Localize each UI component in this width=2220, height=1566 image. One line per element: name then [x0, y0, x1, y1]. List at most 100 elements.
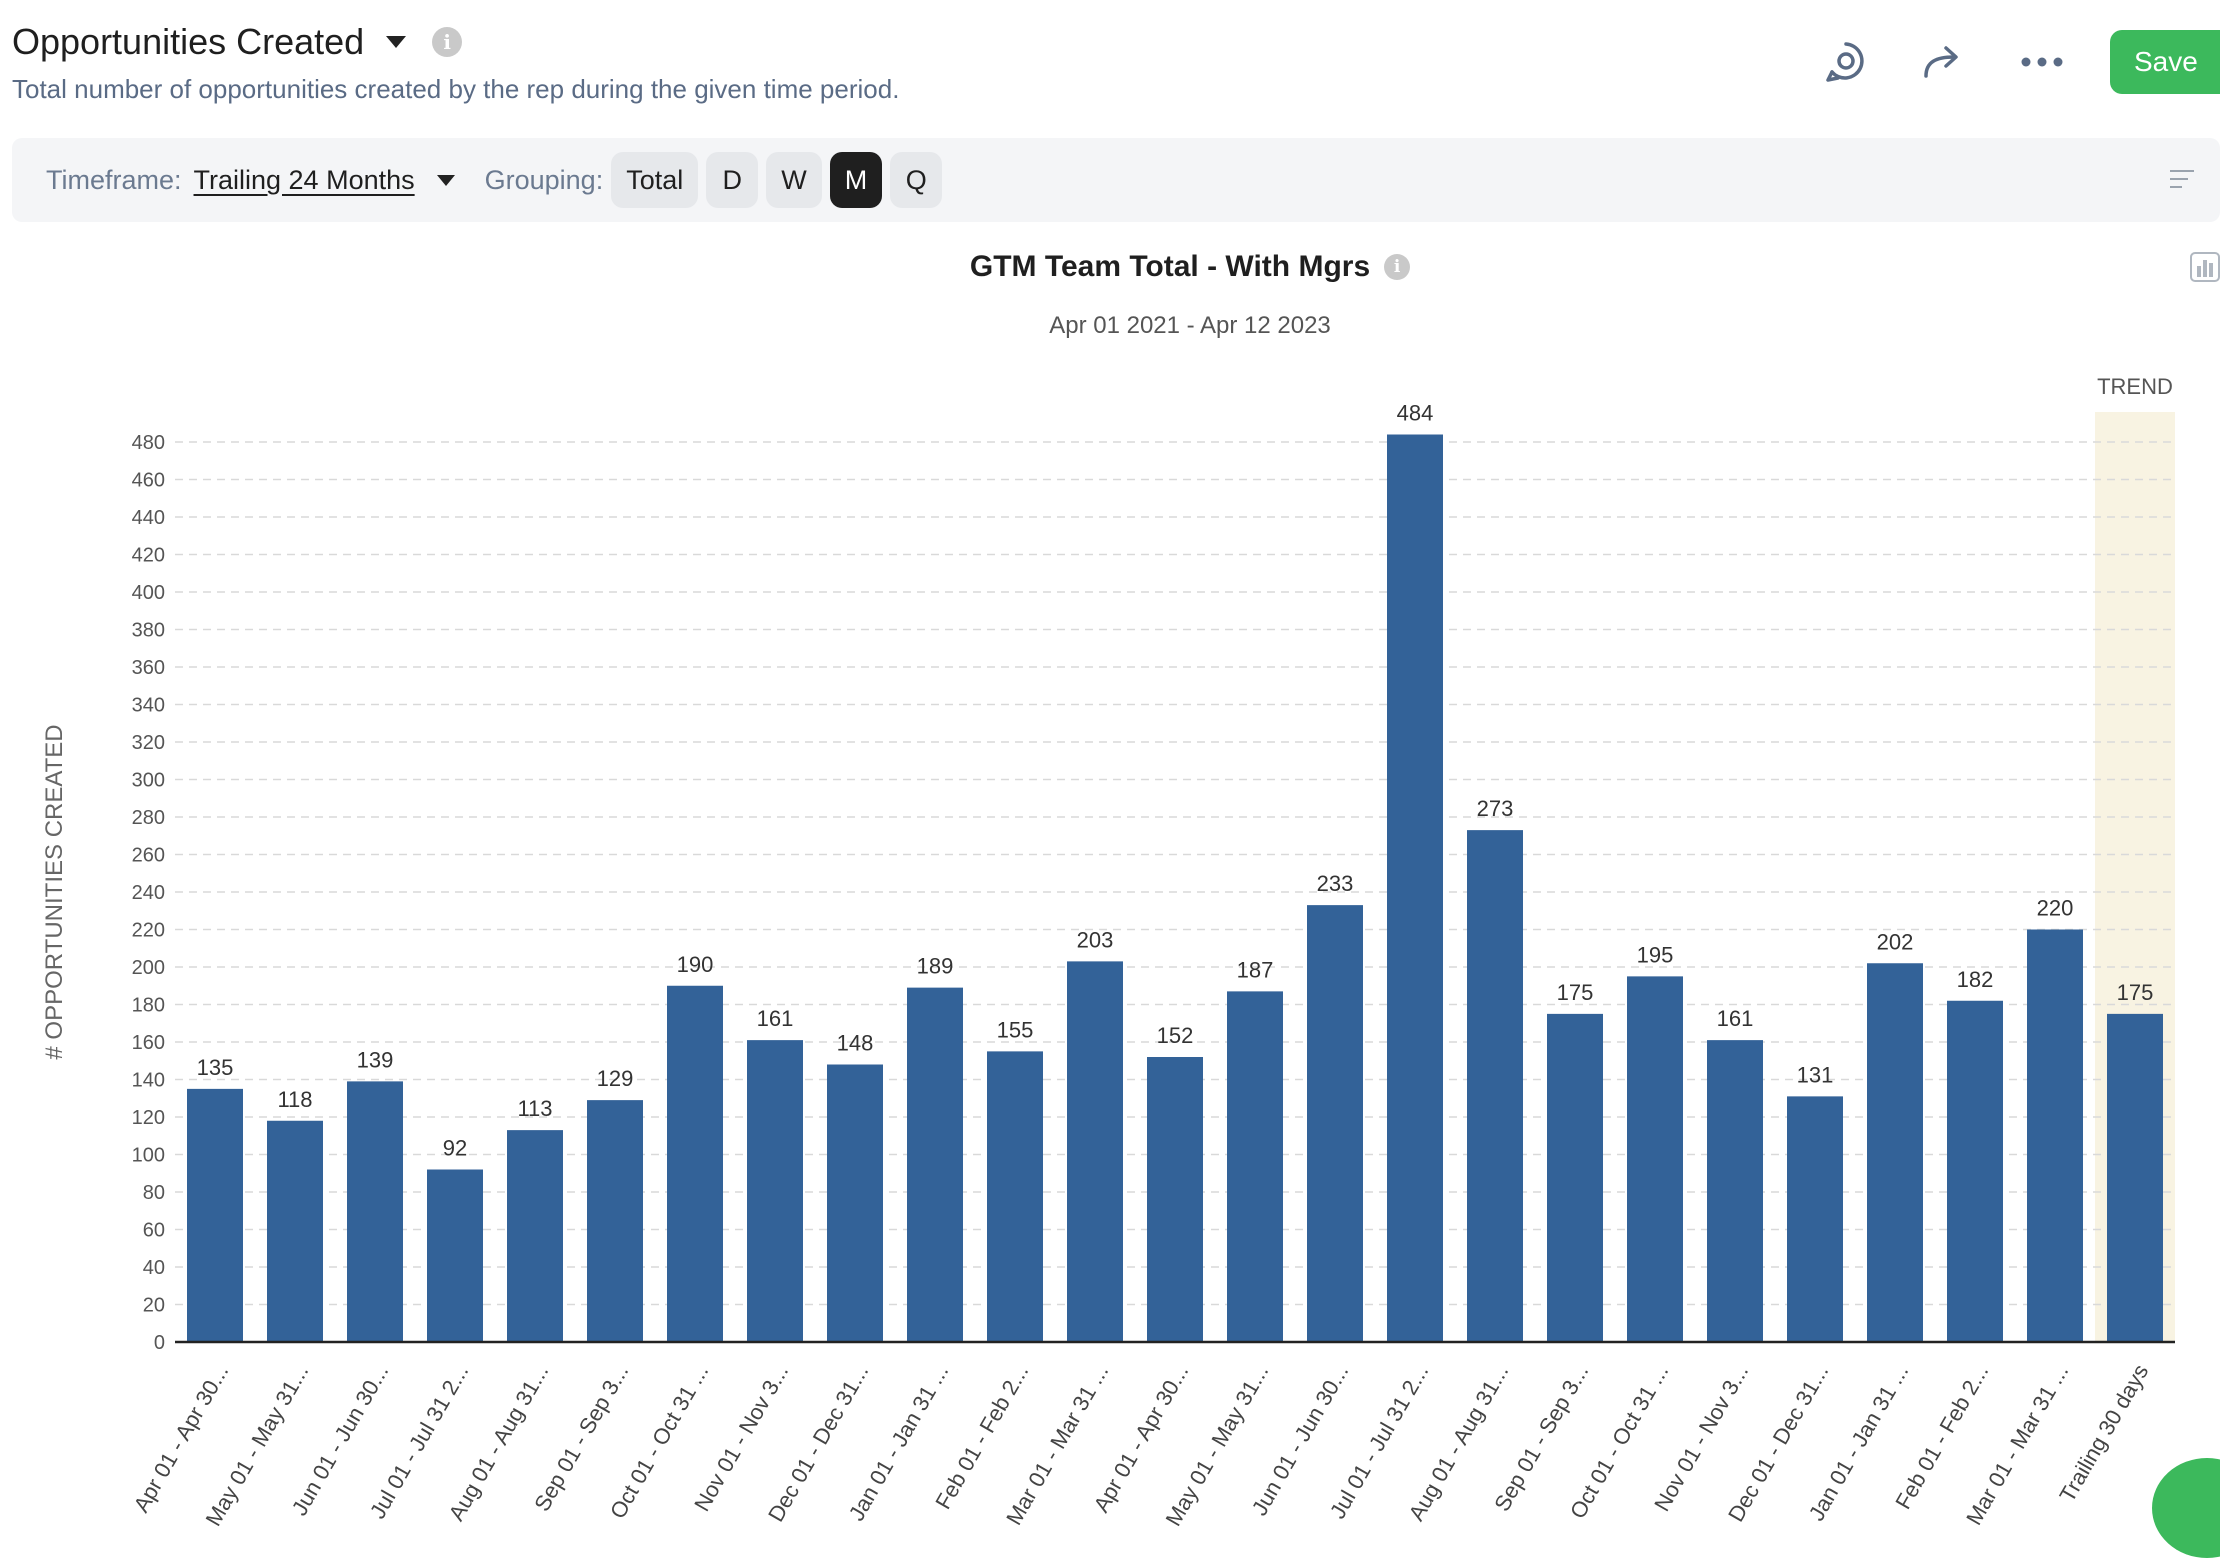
data-label: 484 — [1397, 401, 1434, 426]
y-tick-label: 280 — [132, 807, 165, 829]
y-tick-label: 360 — [132, 657, 165, 679]
page-title: Opportunities Created — [12, 21, 365, 62]
data-label: 92 — [443, 1136, 467, 1161]
grouping-day-button[interactable]: D — [706, 152, 759, 208]
data-label: 139 — [357, 1047, 394, 1072]
y-tick-label: 40 — [143, 1257, 165, 1279]
data-label: 233 — [1317, 871, 1354, 896]
bar — [587, 1100, 643, 1342]
more-dots-icon[interactable] — [2012, 32, 2072, 92]
bar — [907, 987, 963, 1342]
y-tick-label: 80 — [143, 1182, 165, 1204]
data-label: 203 — [1077, 927, 1114, 952]
y-tick-label: 140 — [132, 1070, 165, 1092]
data-label: 190 — [677, 952, 714, 977]
refresh-chat-icon[interactable] — [1816, 32, 1876, 92]
data-label: 161 — [757, 1006, 794, 1031]
bar — [347, 1081, 403, 1342]
y-tick-label: 160 — [132, 1032, 165, 1054]
bar — [187, 1088, 243, 1342]
bar-chart-icon[interactable] — [2190, 252, 2220, 282]
bar — [1227, 991, 1283, 1342]
x-tick-label: Trailing 30 days — [2054, 1360, 2153, 1506]
data-label: 148 — [837, 1031, 874, 1056]
data-label: 161 — [1717, 1006, 1754, 1031]
trend-label: TREND — [2097, 374, 2173, 399]
data-label: 118 — [277, 1087, 312, 1112]
data-label: 113 — [517, 1096, 552, 1121]
bar — [1947, 1000, 2003, 1342]
save-button-label: Save — [2134, 46, 2198, 77]
data-label: 129 — [597, 1066, 634, 1091]
share-arrow-icon[interactable] — [1914, 32, 1974, 92]
data-label: 175 — [1557, 980, 1594, 1005]
chart-info-icon[interactable]: i — [1384, 254, 1411, 280]
y-tick-label: 0 — [154, 1332, 165, 1354]
y-tick-label: 300 — [132, 770, 165, 792]
bar — [267, 1120, 323, 1342]
bar — [1307, 905, 1363, 1342]
data-label: 182 — [1957, 967, 1994, 992]
bar — [1067, 961, 1123, 1342]
title-dropdown-caret-icon[interactable] — [386, 36, 407, 48]
y-tick-label: 380 — [132, 620, 165, 642]
chart-title: GTM Team Total - With Mgrs — [969, 250, 1371, 283]
bar — [827, 1064, 883, 1342]
bar — [747, 1040, 803, 1342]
data-label: 273 — [1477, 796, 1514, 821]
bar — [1467, 830, 1523, 1342]
y-tick-label: 60 — [143, 1220, 165, 1242]
y-tick-label: 120 — [132, 1107, 165, 1129]
bar — [1787, 1096, 1843, 1342]
bar — [667, 985, 723, 1342]
grouping-label: Grouping: — [484, 164, 604, 195]
bar — [1627, 976, 1683, 1342]
y-tick-label: 180 — [132, 995, 165, 1017]
chart-date-range: Apr 01 2021 - Apr 12 2023 — [1049, 312, 1331, 339]
grouping-total-button[interactable]: Total — [611, 152, 699, 208]
bar — [1707, 1040, 1763, 1342]
data-label: 152 — [1157, 1023, 1194, 1048]
data-label: 202 — [1877, 929, 1914, 954]
info-icon[interactable]: i — [432, 27, 463, 57]
y-tick-label: 420 — [132, 545, 165, 567]
grouping-quarter-button[interactable]: Q — [890, 152, 943, 208]
y-tick-label: 260 — [132, 845, 165, 867]
y-tick-label: 200 — [132, 957, 165, 979]
y-tick-label: 480 — [132, 432, 165, 454]
bar — [2027, 929, 2083, 1342]
data-label: 175 — [2117, 980, 2154, 1005]
timeframe-caret-icon[interactable] — [436, 174, 455, 186]
data-label: 131 — [1797, 1062, 1834, 1087]
y-tick-label: 100 — [132, 1145, 165, 1167]
data-label: 135 — [197, 1055, 234, 1080]
y-tick-label: 20 — [143, 1295, 165, 1317]
data-label: 220 — [2037, 896, 2074, 921]
filter-bar: Timeframe: Trailing 24 Months Grouping: … — [12, 138, 2220, 222]
y-tick-label: 460 — [132, 470, 165, 492]
top-actions: Save — [1816, 28, 2220, 96]
data-label: 155 — [997, 1017, 1034, 1042]
bar — [507, 1130, 563, 1342]
grouping-month-button[interactable]: M — [829, 152, 883, 208]
report-header: Opportunities Created i Total number of … — [12, 14, 1412, 114]
y-axis-title: # OPPORTUNITIES CREATED — [41, 724, 68, 1059]
y-tick-label: 220 — [132, 920, 165, 942]
y-tick-label: 440 — [132, 507, 165, 529]
grouping-week-button[interactable]: W — [766, 152, 822, 208]
bar — [427, 1169, 483, 1342]
timeframe-label: Timeframe: — [46, 164, 182, 195]
y-tick-label: 320 — [132, 732, 165, 754]
bar — [1387, 434, 1443, 1342]
y-tick-label: 340 — [132, 695, 165, 717]
title-row: Opportunities Created i — [12, 14, 1412, 70]
save-button[interactable]: Save — [2110, 30, 2220, 94]
y-tick-label: 400 — [132, 582, 165, 604]
timeframe-dropdown[interactable]: Trailing 24 Months — [193, 164, 415, 195]
bar — [2107, 1013, 2163, 1342]
bar — [1147, 1057, 1203, 1342]
sort-lines-icon[interactable] — [2170, 168, 2198, 190]
y-tick-label: 240 — [132, 882, 165, 904]
bar — [1547, 1013, 1603, 1342]
